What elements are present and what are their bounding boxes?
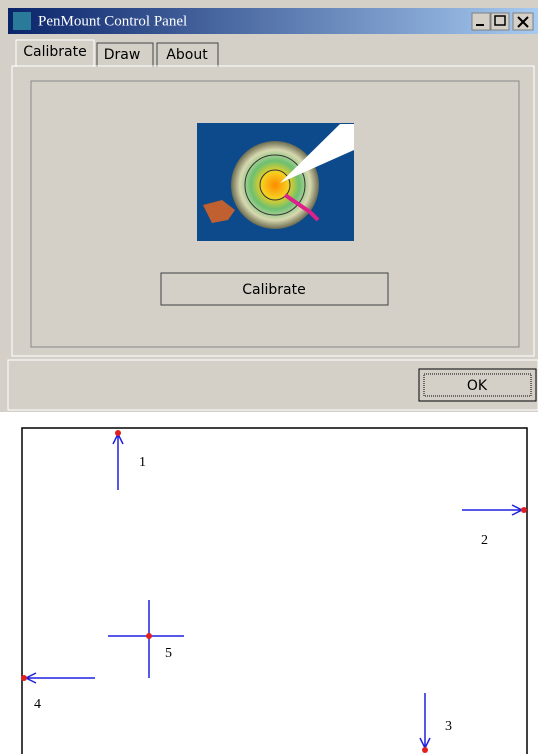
- minimize-button[interactable]: [472, 13, 490, 30]
- point: [21, 675, 27, 681]
- point: [521, 507, 527, 513]
- tab-label: Calibrate: [23, 44, 86, 60]
- target: [231, 141, 319, 229]
- point: [422, 747, 428, 753]
- point: [115, 430, 121, 436]
- tab-label: Draw: [104, 47, 141, 63]
- screen: PenMount Control Panel Calibrate Draw Ab…: [0, 0, 538, 754]
- point-label: 3: [445, 719, 452, 734]
- point-label: 5: [165, 646, 172, 661]
- window-controls: [472, 13, 533, 30]
- calibrate-illustration: [197, 123, 354, 241]
- point-label: 4: [34, 697, 41, 712]
- point-label: 1: [139, 455, 146, 470]
- page: PenMount Control Panel Calibrate Draw Ab…: [0, 0, 538, 754]
- window-title: PenMount Control Panel: [38, 13, 187, 29]
- screen-frame: [22, 428, 527, 754]
- button-label: Calibrate: [242, 282, 305, 298]
- point: [146, 633, 152, 639]
- tab-label: About: [166, 47, 208, 63]
- point-label: 2: [481, 533, 488, 548]
- button-label: OK: [467, 378, 488, 394]
- app-icon: [13, 12, 31, 30]
